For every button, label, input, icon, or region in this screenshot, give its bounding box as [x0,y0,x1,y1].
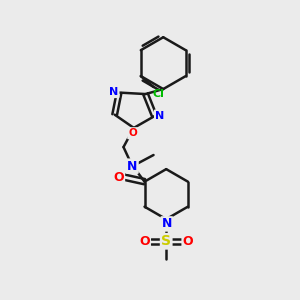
Text: N: N [109,87,119,97]
Text: Cl: Cl [152,89,164,99]
Text: O: O [128,128,137,138]
Text: S: S [161,234,171,248]
Text: N: N [127,160,137,173]
Text: N: N [162,218,172,230]
Text: O: O [113,171,124,184]
Text: N: N [155,110,164,121]
Text: O: O [183,235,193,248]
Text: O: O [139,235,150,248]
